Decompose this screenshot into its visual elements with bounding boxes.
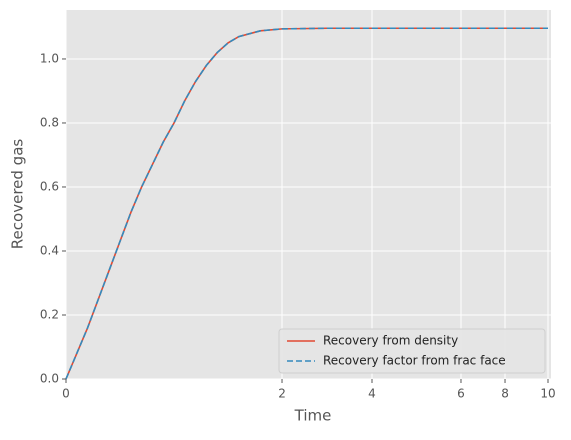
legend-label: Recovery factor from frac face [323, 354, 506, 368]
y-tick-label: 0.2 [40, 307, 59, 321]
legend-box [278, 328, 546, 374]
x-tick-label: 8 [501, 387, 509, 401]
y-tick-label: 0.8 [40, 115, 59, 129]
legend-label: Recovery from density [323, 334, 458, 348]
y-tick-label: 0.0 [40, 372, 59, 386]
x-tick-label: 2 [278, 387, 286, 401]
y-tick-label: 1.0 [40, 51, 59, 65]
data-line [65, 27, 548, 380]
x-tick-label: 10 [540, 387, 555, 401]
x-axis-label: Time [294, 407, 332, 425]
y-tick-label: 0.6 [40, 179, 59, 193]
plot-area [66, 10, 551, 379]
x-tick-label: 6 [457, 387, 465, 401]
y-tick-label: 0.4 [40, 243, 59, 257]
y-axis-label: Recovered gas [9, 139, 27, 250]
x-tick-label: 0 [62, 387, 70, 401]
x-tick-label: 4 [368, 387, 376, 401]
